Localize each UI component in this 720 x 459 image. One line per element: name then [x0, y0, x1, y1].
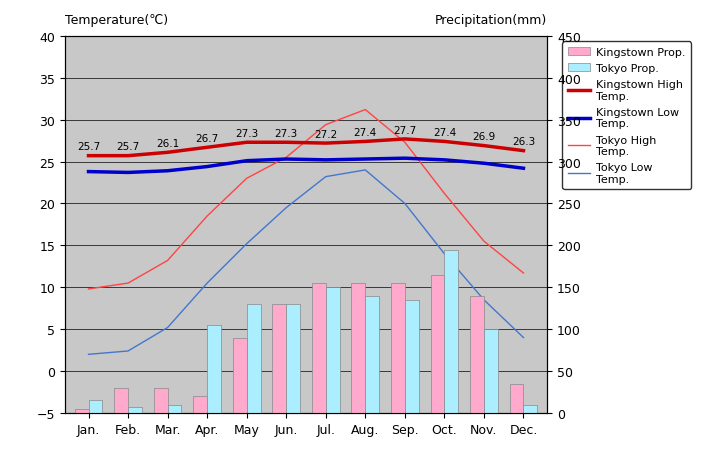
Bar [312, 284, 325, 413]
Bar [470, 296, 484, 413]
Text: Temperature(℃): Temperature(℃) [65, 14, 168, 27]
Bar [247, 304, 261, 413]
Text: 25.7: 25.7 [117, 142, 140, 152]
Bar [523, 405, 537, 413]
Bar [431, 275, 444, 413]
Text: 27.4: 27.4 [354, 128, 377, 138]
Text: 27.3: 27.3 [274, 129, 298, 139]
Text: 26.3: 26.3 [512, 137, 535, 147]
Bar [272, 304, 287, 413]
Text: 27.7: 27.7 [393, 125, 416, 135]
Bar [154, 388, 168, 413]
Bar [128, 407, 142, 413]
Bar [168, 405, 181, 413]
Text: 27.4: 27.4 [433, 128, 456, 138]
Bar [75, 409, 89, 413]
Bar [405, 300, 419, 413]
Bar [193, 397, 207, 413]
Text: 27.2: 27.2 [314, 129, 338, 140]
Bar [89, 401, 102, 413]
Bar [233, 338, 247, 413]
Legend: Kingstown Prop., Tokyo Prop., Kingstown High
Temp., Kingstown Low
Temp., Tokyo H: Kingstown Prop., Tokyo Prop., Kingstown … [562, 42, 690, 190]
Text: Precipitation(mm): Precipitation(mm) [435, 14, 547, 27]
Text: 26.7: 26.7 [196, 134, 219, 144]
Bar [484, 330, 498, 413]
Bar [444, 250, 458, 413]
Bar [391, 284, 405, 413]
Bar [325, 288, 340, 413]
Text: 25.7: 25.7 [77, 142, 100, 152]
Bar [365, 296, 379, 413]
Bar [287, 304, 300, 413]
Text: 27.3: 27.3 [235, 129, 258, 139]
Bar [510, 384, 523, 413]
Bar [114, 388, 128, 413]
Bar [207, 325, 221, 413]
Bar [351, 284, 365, 413]
Text: 26.1: 26.1 [156, 139, 179, 149]
Text: 26.9: 26.9 [472, 132, 495, 142]
